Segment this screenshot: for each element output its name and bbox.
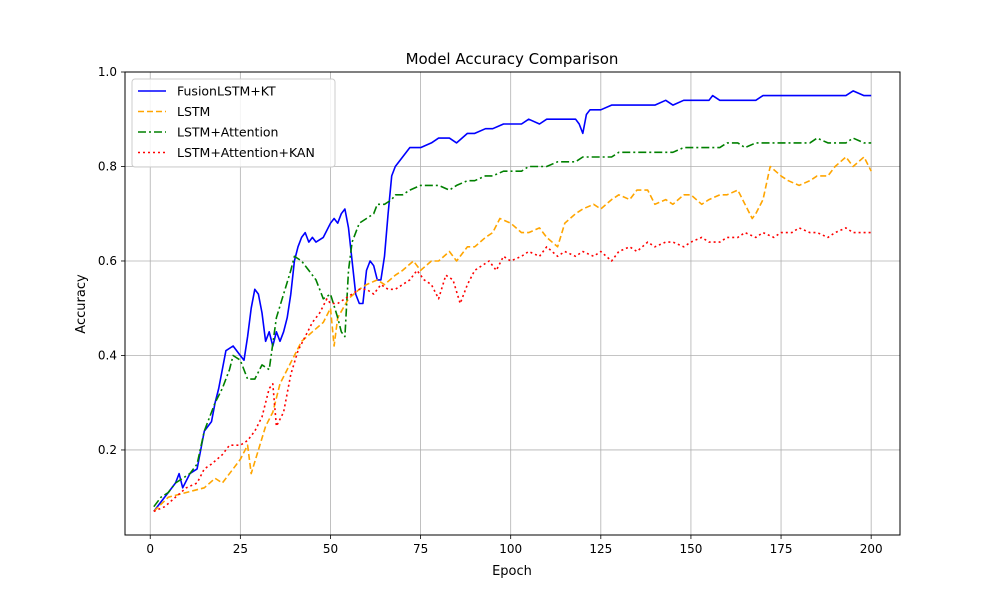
x-tick-label: 75 xyxy=(413,542,428,556)
x-tick-label: 200 xyxy=(860,542,883,556)
y-tick-label: 1.0 xyxy=(98,65,117,79)
legend-label-lstm-attention-kan: LSTM+Attention+KAN xyxy=(177,145,315,160)
legend: FusionLSTM+KT LSTM LSTM+Attention LSTM+Atte… xyxy=(131,78,336,168)
plot-frame xyxy=(124,71,901,536)
x-axis-label: Epoch xyxy=(492,564,532,579)
x-tick-label: 175 xyxy=(770,542,793,556)
legend-box xyxy=(131,78,336,168)
legend-label-lstm-attention: LSTM+Attention xyxy=(177,125,278,140)
y-tick-label: 0.8 xyxy=(98,159,117,173)
y-tick-label: 0.6 xyxy=(98,254,117,268)
series-line-lstm-attention-kan xyxy=(153,227,872,513)
series-line-fusionlstm-kt xyxy=(153,90,872,512)
x-tick-label: 0 xyxy=(146,542,154,556)
x-tick-label: 25 xyxy=(233,542,248,556)
series-layer xyxy=(153,90,872,513)
legend-label-lstm: LSTM xyxy=(177,104,210,119)
series-line-lstm xyxy=(153,156,872,512)
legend-label-fusionlstm-kt: FusionLSTM+KT xyxy=(177,84,276,99)
y-tick-label: 0.4 xyxy=(98,348,117,362)
y-axis-label: Accuracy xyxy=(74,274,89,334)
y-axis-ticks: 0.2 0.4 0.6 0.8 1.0 xyxy=(98,65,125,457)
x-tick-label: 50 xyxy=(323,542,338,556)
x-tick-label: 100 xyxy=(499,542,522,556)
series-line-lstm-attention xyxy=(153,137,872,508)
x-axis-ticks: 0 25 50 75 100 125 150 175 200 xyxy=(146,535,883,556)
chart-title: Model Accuracy Comparison xyxy=(406,50,619,68)
y-tick-label: 0.2 xyxy=(98,443,117,457)
x-tick-label: 125 xyxy=(589,542,612,556)
x-tick-label: 150 xyxy=(679,542,702,556)
